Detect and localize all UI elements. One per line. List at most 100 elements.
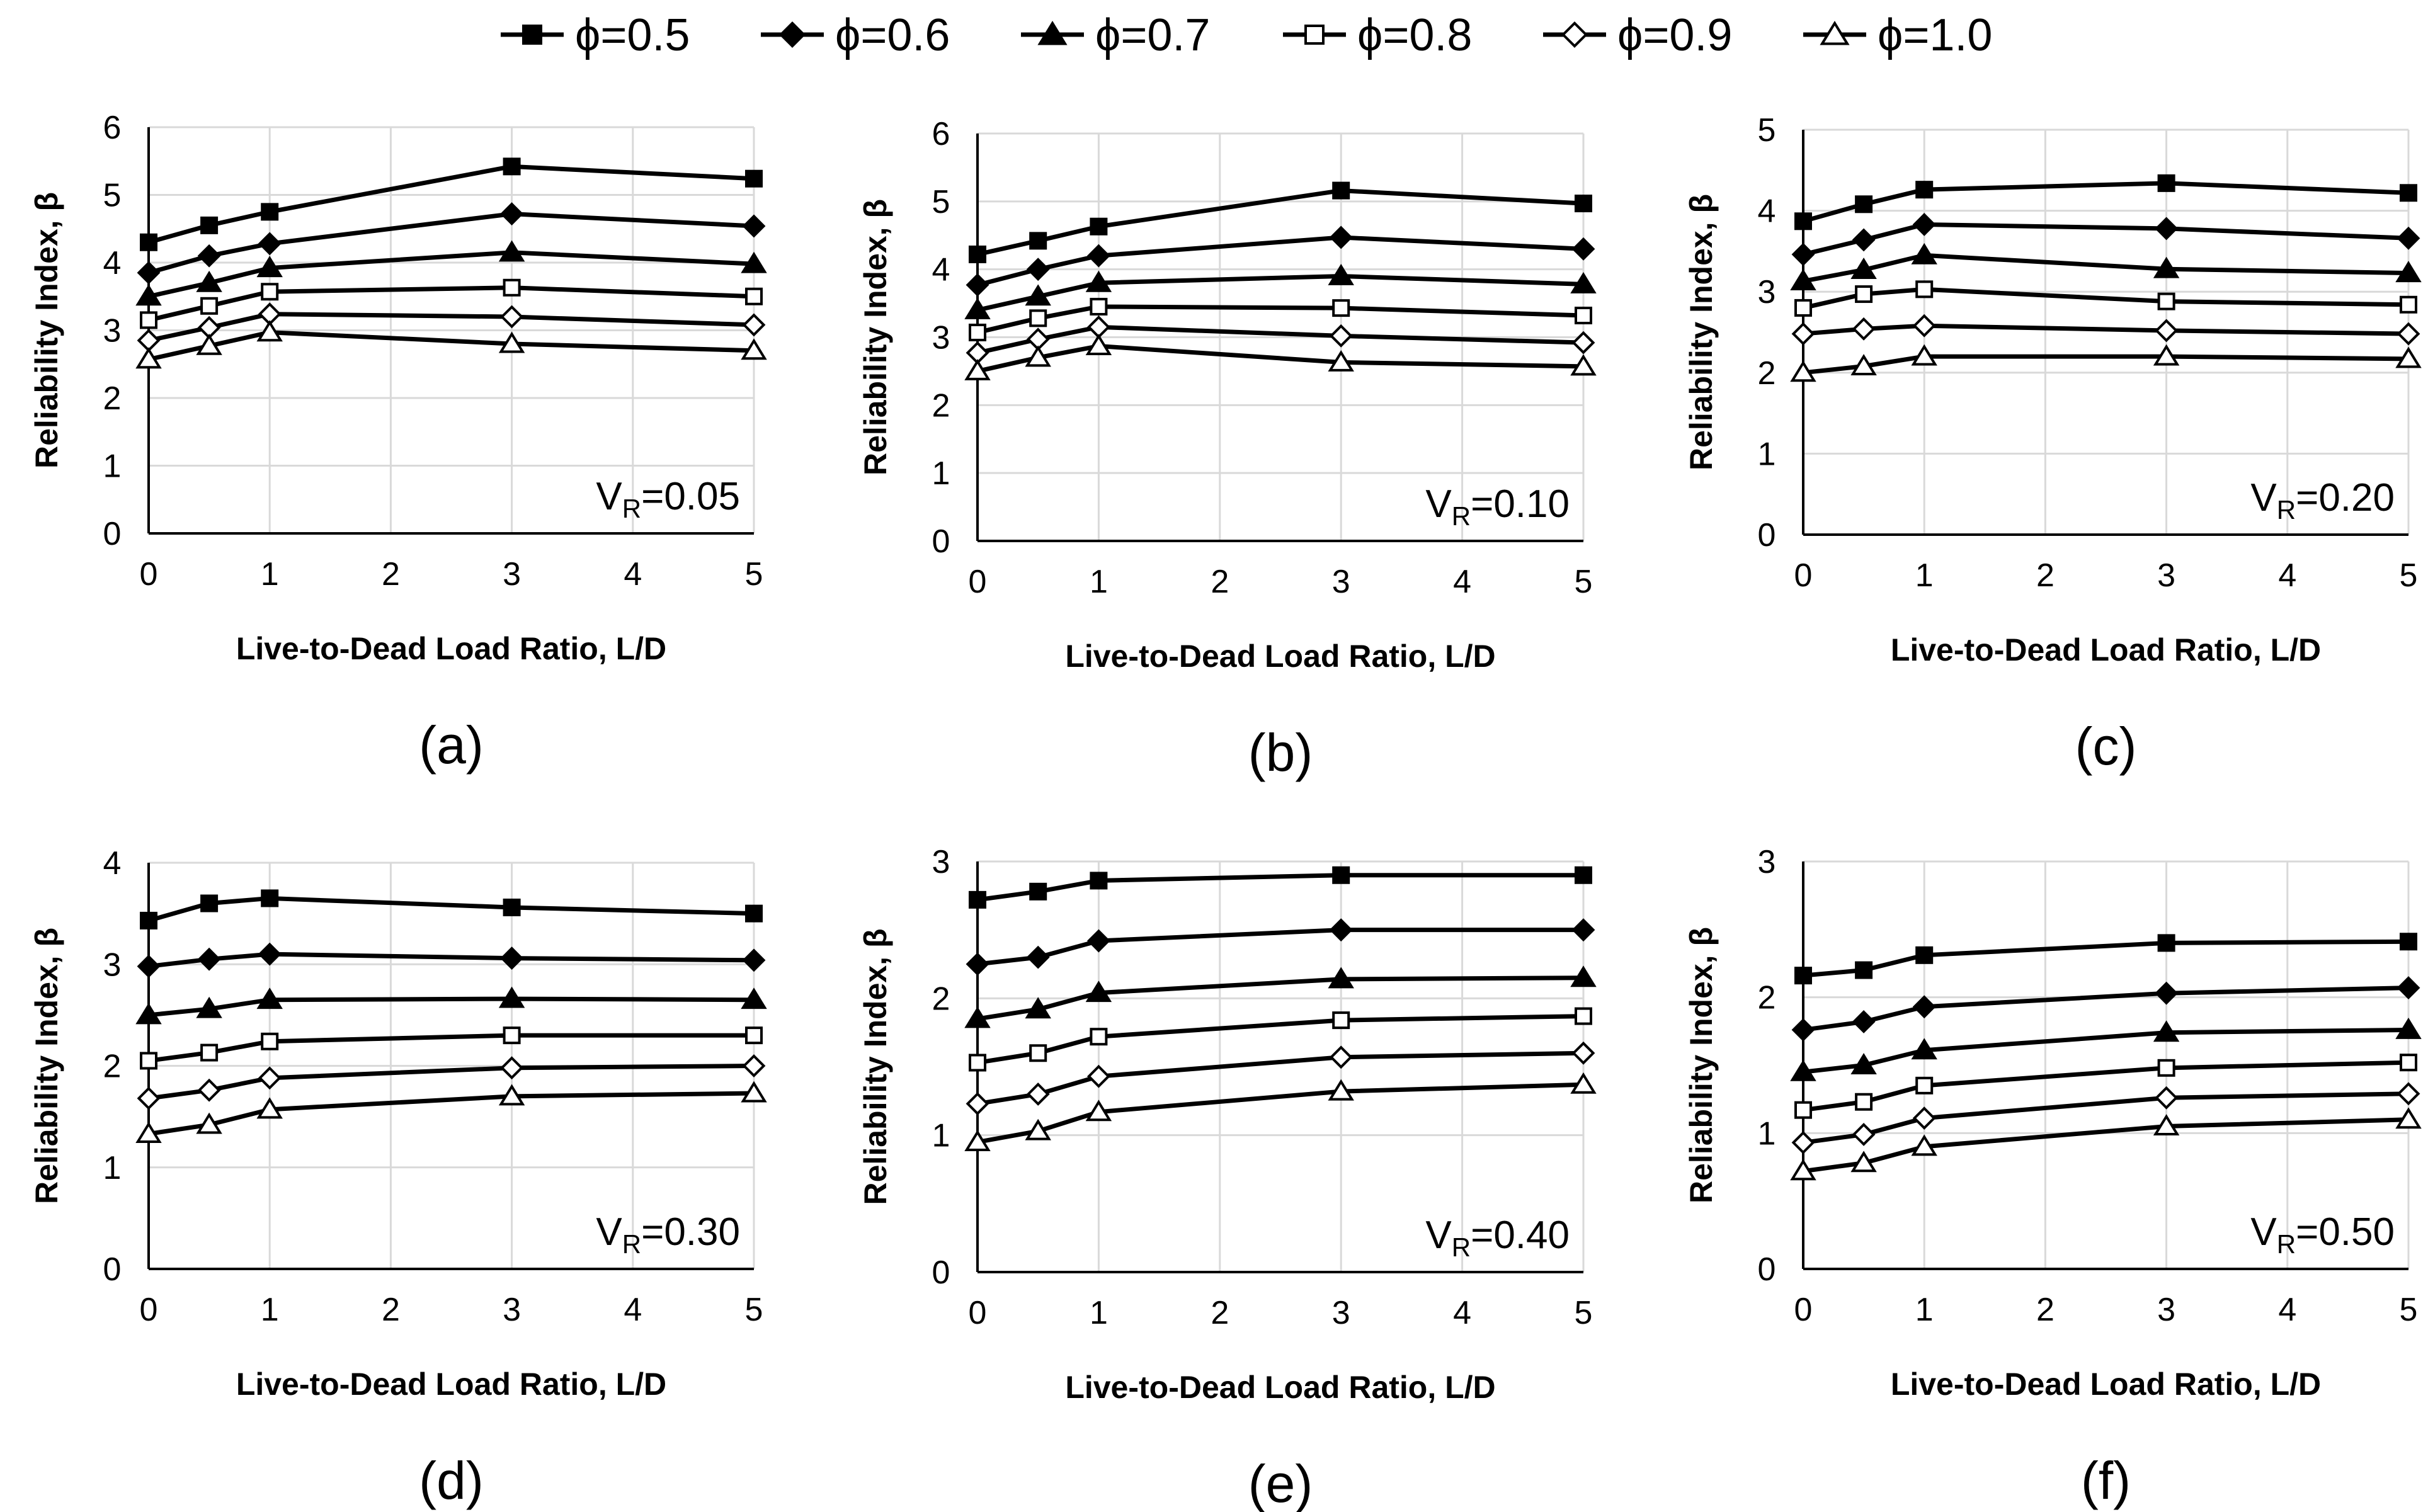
series — [964, 334, 1597, 380]
data-point — [261, 283, 279, 301]
x-tick-label: 5 — [2400, 557, 2418, 594]
data-point — [2157, 292, 2175, 310]
legend-item: ϕ=0.5 — [501, 10, 690, 60]
y-tick-label: 0 — [1758, 1251, 1776, 1288]
data-point — [1571, 918, 1595, 942]
y-tick-label: 1 — [103, 1150, 122, 1186]
data-point — [137, 955, 161, 978]
data-point — [745, 287, 763, 305]
y-tick-label: 3 — [1758, 274, 1776, 310]
legend-label: ϕ=0.6 — [835, 10, 950, 60]
data-point — [200, 1043, 219, 1062]
data-point — [498, 986, 525, 1008]
series — [964, 1072, 1597, 1152]
legend-marker — [1820, 20, 1850, 45]
data-point — [1332, 181, 1350, 200]
chart-panel: 0 1 2 3 4 5 6 0 1 2 3 4 5 Live-to-Dead Load Ratio, L/… — [858, 116, 1597, 782]
y-tick-label: 0 — [932, 523, 950, 560]
data-point — [1571, 237, 1595, 261]
x-axis-title: Live-to-Dead Load Ratio, L/D — [1065, 1370, 1495, 1405]
data-point — [1025, 1118, 1051, 1140]
series — [140, 889, 763, 929]
data-point — [256, 987, 283, 1009]
data-point — [969, 245, 986, 263]
y-tick-label: 5 — [103, 178, 122, 214]
data-point — [256, 1097, 283, 1119]
vr-subscript: R — [2277, 1229, 2296, 1259]
series — [140, 1026, 763, 1070]
vr-annotation: VR=0.10 — [1425, 482, 1570, 531]
data-point — [258, 1066, 282, 1090]
data-point — [1026, 1083, 1050, 1106]
data-point — [1850, 354, 1877, 375]
data-point — [741, 987, 767, 1009]
x-tick-label: 3 — [2157, 1292, 2175, 1328]
data-point — [1791, 1131, 1815, 1154]
series — [969, 1007, 1592, 1072]
data-point — [2153, 1020, 2180, 1042]
data-point — [2155, 319, 2179, 343]
legend-item: ϕ=0.9 — [1543, 10, 1732, 60]
data-point — [200, 297, 219, 315]
data-point — [2155, 981, 2179, 1005]
series — [1791, 976, 2420, 1042]
data-point — [1915, 946, 1934, 964]
data-point — [1570, 1072, 1597, 1094]
data-point — [1791, 1018, 1815, 1042]
vr-subscript: R — [1452, 501, 1471, 531]
data-point — [1575, 306, 1592, 324]
x-tick-label: 2 — [2036, 557, 2055, 594]
data-point — [969, 323, 986, 341]
x-tick-label: 2 — [1211, 1295, 1229, 1331]
data-point — [1912, 314, 1936, 338]
data-point — [969, 890, 986, 909]
data-point — [1025, 997, 1051, 1019]
data-point — [966, 1092, 989, 1116]
data-point — [1571, 331, 1595, 355]
data-point — [1915, 1076, 1934, 1094]
y-tick-label: 6 — [103, 110, 122, 146]
data-point — [966, 273, 989, 297]
chart-panel: 0 1 2 3 4 5 6 0 1 2 3 4 5 Live-to-Dead Load Ratio, L/… — [29, 110, 767, 775]
data-point — [741, 338, 767, 360]
data-point — [498, 240, 525, 262]
data-point — [1912, 995, 1936, 1019]
legend-label: ϕ=0.8 — [1357, 10, 1472, 60]
x-tick-label: 4 — [2278, 1292, 2296, 1328]
y-axis-title: Reliability Index, β — [29, 192, 64, 469]
data-point — [1794, 298, 1812, 317]
data-point — [1085, 334, 1112, 355]
x-tick-label: 3 — [1332, 564, 1350, 600]
x-axis-title: Live-to-Dead Load Ratio, L/D — [236, 1367, 666, 1402]
y-tick-label: 5 — [1758, 112, 1776, 149]
data-point — [500, 202, 524, 226]
data-point — [258, 232, 282, 256]
vr-subscript: R — [622, 494, 641, 523]
data-point — [503, 1026, 521, 1045]
data-point — [261, 203, 279, 221]
data-point — [1575, 1007, 1592, 1025]
data-point — [1790, 1159, 1816, 1181]
series — [969, 866, 1592, 909]
data-point — [2395, 1017, 2422, 1039]
series — [140, 278, 763, 329]
panel-caption: (a) — [419, 715, 484, 775]
data-point — [1328, 967, 1354, 989]
data-point — [742, 214, 766, 238]
data-point — [1029, 882, 1047, 901]
data-point — [1026, 258, 1050, 281]
data-point — [966, 952, 989, 976]
vr-value: =0.10 — [1471, 482, 1570, 526]
data-point — [2157, 1059, 2175, 1077]
chart-panel: 0 1 2 3 4 0 1 2 3 4 5 Live-to-Dead Load Ratio, L/D R… — [29, 845, 767, 1510]
series — [135, 320, 767, 369]
vr-symbol: V — [2250, 1210, 2277, 1254]
y-tick-label: 2 — [103, 1049, 122, 1085]
series — [135, 1081, 767, 1144]
vr-annotation: VR=0.05 — [596, 475, 740, 523]
series — [135, 986, 767, 1025]
data-point — [1570, 354, 1597, 376]
data-point — [1912, 1106, 1936, 1130]
data-point — [1794, 1101, 1812, 1119]
legend-marker — [778, 21, 806, 48]
